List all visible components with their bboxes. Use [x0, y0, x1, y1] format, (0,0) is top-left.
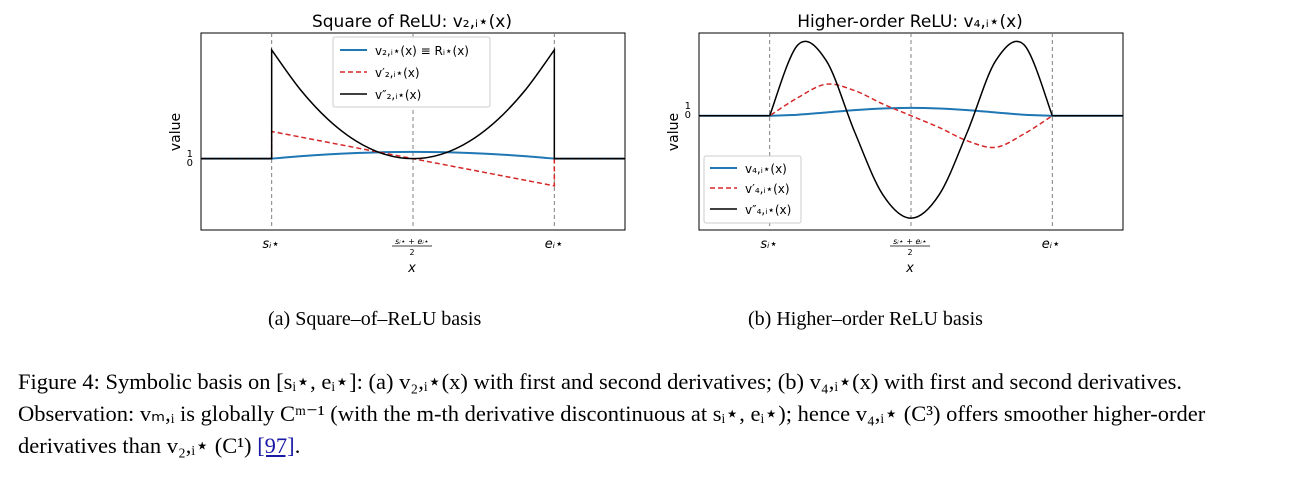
series-line-red — [699, 83, 1123, 149]
panel-b-gridlines — [769, 33, 1053, 230]
panel-b: Higher-order ReLU: v₄,ᵢ⋆(x) value 1 0 sᵢ… — [666, 12, 1124, 276]
panel-b-xtick-mid-num: sᵢ⋆ + eᵢ⋆ — [893, 237, 927, 246]
panel-a: Square of ReLU: v₂,ᵢ⋆(x) value 1 0 sᵢ⋆ s… — [168, 12, 626, 276]
panel-b-title: Higher-order ReLU: v₄,ᵢ⋆(x) — [797, 12, 1023, 32]
panel-a-ytick-0: 0 — [187, 158, 193, 169]
figure-caption: Figure 4: Symbolic basis on [sᵢ⋆, eᵢ⋆]: … — [18, 366, 1288, 462]
panel-b-xlabel: x — [905, 261, 914, 276]
caption-text: Figure 4: Symbolic basis on [sᵢ⋆, eᵢ⋆]: … — [18, 369, 1206, 458]
panel-b-xtick-s: sᵢ⋆ — [760, 237, 777, 252]
panel-a-xtick-mid-den: 2 — [409, 248, 414, 257]
subcaption-a: (a) Square–of–ReLU basis — [268, 308, 482, 330]
panel-a-ylabel: value — [168, 113, 184, 151]
panel-b-xtick-e: eᵢ⋆ — [1042, 237, 1060, 252]
series-line-blue — [201, 150, 625, 160]
series-line-blue — [699, 106, 1123, 117]
panel-a-xtick-e: eᵢ⋆ — [545, 237, 563, 252]
series-line-black — [699, 40, 1123, 219]
panel-b-legend: v₄,ᵢ⋆(x) v′₄,ᵢ⋆(x) v″₄,ᵢ⋆(x) — [703, 155, 802, 224]
panel-b-ytick-1: 1 — [685, 101, 691, 112]
panel-a-curves — [201, 47, 625, 187]
panel-a-ytick-1: 1 — [187, 149, 193, 160]
citation-link[interactable]: [97] — [257, 433, 295, 458]
legend-label: v″₂,ᵢ⋆(x) — [375, 88, 421, 102]
panel-a-legend: v₂,ᵢ⋆(x) ≡ Rᵢ⋆(x) v′₂,ᵢ⋆(x) v″₂,ᵢ⋆(x) — [332, 36, 491, 108]
panel-a-title: Square of ReLU: v₂,ᵢ⋆(x) — [312, 12, 512, 32]
subcaption-b: (b) Higher–order ReLU basis — [748, 308, 983, 330]
legend-label: v₂,ᵢ⋆(x) ≡ Rᵢ⋆(x) — [375, 44, 469, 58]
panel-b-ytick-0: 0 — [685, 110, 691, 121]
panel-b-ylabel: value — [666, 113, 682, 151]
legend-label: v″₄,ᵢ⋆(x) — [745, 203, 791, 217]
caption-end: . — [294, 433, 301, 458]
panel-a-xtick-mid-num: sᵢ⋆ + eᵢ⋆ — [395, 237, 429, 246]
legend-label: v′₄,ᵢ⋆(x) — [745, 182, 790, 196]
panel-b-xtick-mid-den: 2 — [907, 248, 912, 257]
panel-a-xtick-s: sᵢ⋆ — [262, 237, 279, 252]
panel-b-curves — [699, 40, 1123, 219]
legend-label: v₄,ᵢ⋆(x) — [745, 162, 787, 176]
series-line-black — [201, 47, 625, 160]
legend-label: v′₂,ᵢ⋆(x) — [375, 66, 420, 80]
panel-a-xlabel: x — [407, 261, 416, 276]
